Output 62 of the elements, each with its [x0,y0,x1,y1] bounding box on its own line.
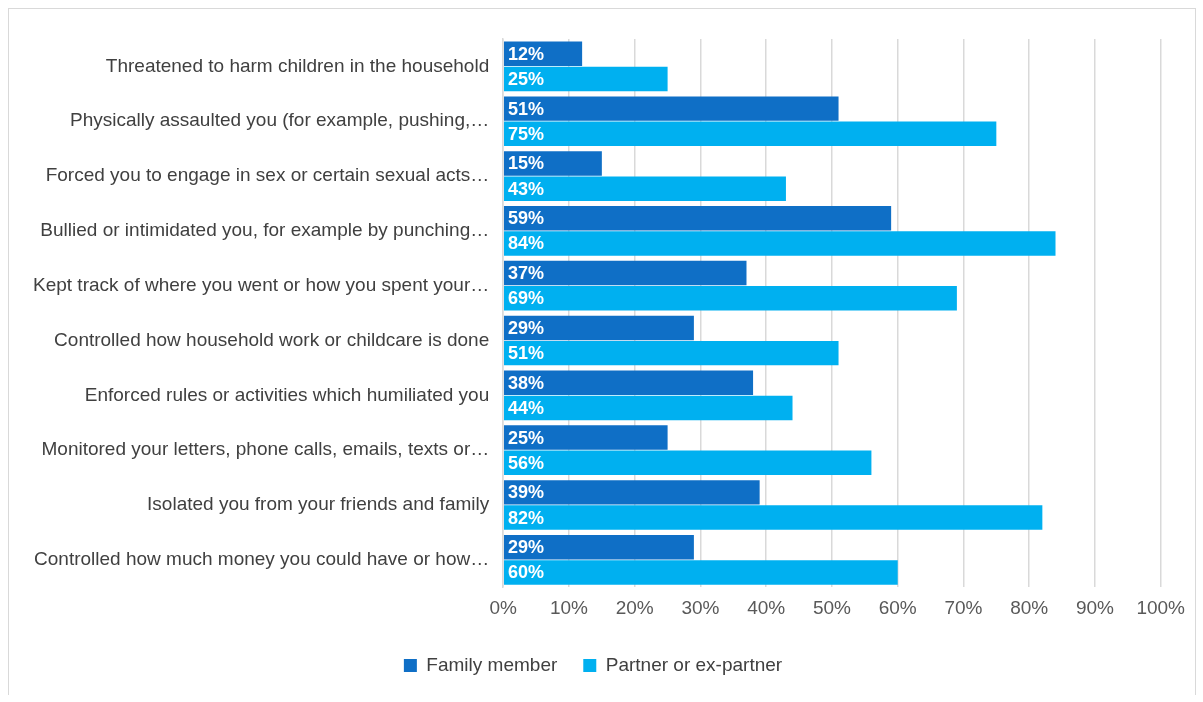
x-tick-label: 50% [812,596,852,618]
y-tick-label: Monitored your letters, phone calls, emails, texts or… [41,438,490,460]
y-tick-label: Bullied or intimidated you, for example by punching… [40,219,490,241]
x-tick-label: 70% [944,596,983,618]
data-label: 25% [507,68,545,89]
bar [503,480,760,505]
data-label: 38% [507,372,545,393]
y-tick-label: Enforced rules or activities which humiliated you [84,383,490,405]
y-tick-label: Kept track of where you went or how you spent your… [33,273,490,295]
bar [503,231,1056,256]
data-label: 69% [507,288,545,309]
bar [503,121,997,147]
data-label: 75% [507,123,545,144]
x-tick-label: 20% [615,596,654,618]
data-label: 60% [507,562,545,583]
data-label: 56% [507,452,545,473]
bar [503,176,786,201]
data-label: 44% [507,397,545,418]
x-tick-label: 80% [1010,596,1049,618]
bar [503,96,839,121]
data-label: 29% [507,317,545,338]
data-label: 15% [507,153,545,174]
bar [503,450,872,475]
x-tick-label: 100% [1136,596,1186,618]
x-tick-label: 40% [747,596,786,618]
bar [503,66,668,92]
legend-label: Partner or ex-partner [605,653,783,675]
y-tick-label: Controlled how household work or childcare is done [54,328,490,350]
bar [503,560,898,585]
data-label: 59% [507,208,545,229]
x-tick-label: 90% [1075,596,1115,618]
y-tick-label: Threatened to harm children in the household [105,54,490,76]
bar [503,260,747,286]
y-tick-label: Isolated you from your friends and family [147,493,490,515]
data-label: 84% [507,233,545,254]
data-label: 51% [507,343,545,364]
x-tick-label: 10% [549,596,589,618]
data-label: 43% [507,178,545,199]
bar [503,370,754,395]
data-label: 51% [507,98,545,119]
data-label: 12% [507,43,545,64]
x-tick-label: 30% [681,596,720,618]
bar [503,534,694,560]
bar [503,286,957,311]
x-tick-label: 0% [489,596,518,618]
data-label: 39% [507,482,545,503]
data-label: 29% [507,537,545,558]
bar [503,315,694,341]
data-label: 82% [507,507,545,528]
bar [503,505,1043,530]
bar [503,425,668,450]
y-tick-label: Controlled how much money you could have or how… [34,548,490,570]
bar [503,340,839,366]
data-label: 25% [507,427,545,448]
bar [503,206,892,231]
legend-label: Family member [426,653,558,675]
y-tick-label: Forced you to engage in sex or certain sexual acts… [45,164,490,186]
x-tick-label: 60% [878,596,917,618]
data-label: 37% [507,263,545,284]
bar [503,395,793,421]
y-tick-label: Physically assaulted you (for example, pushing,… [69,109,490,131]
bar [503,151,602,176]
